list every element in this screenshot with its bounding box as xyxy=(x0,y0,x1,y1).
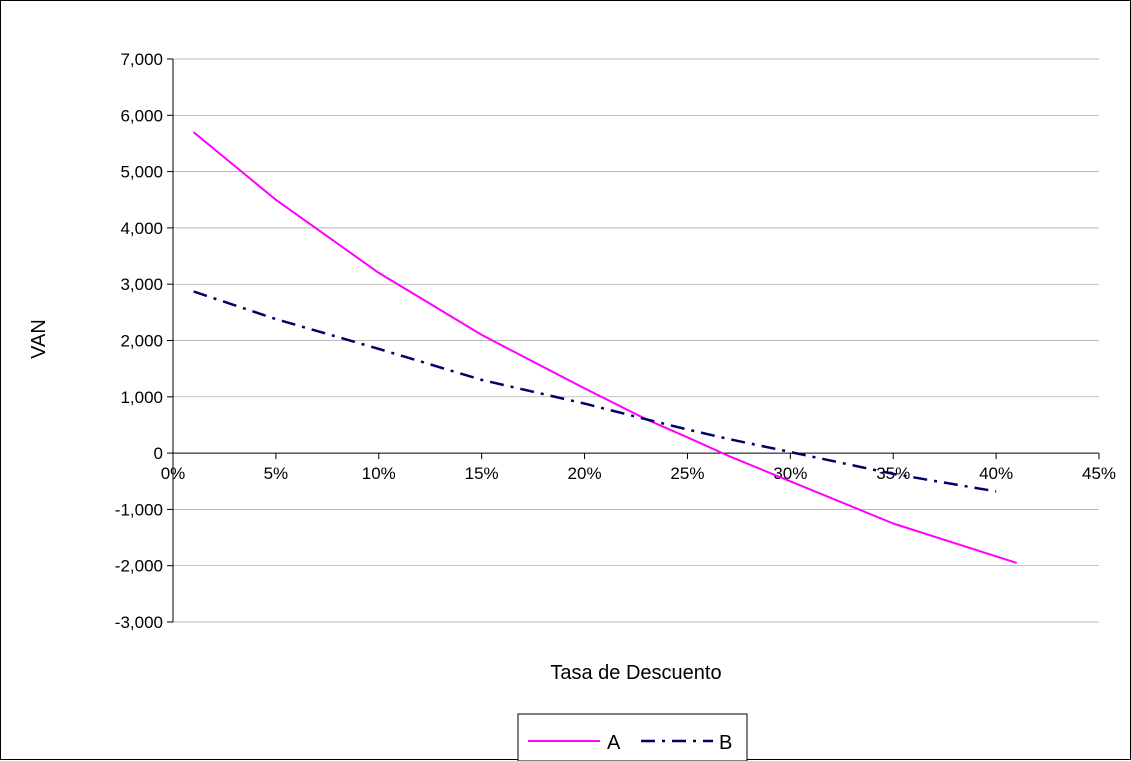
axes xyxy=(167,58,1100,623)
y-axis-title: VAN xyxy=(28,319,50,359)
gridlines xyxy=(173,58,1099,623)
y-tick-label: 5,000 xyxy=(120,163,163,182)
legend-label-b: B xyxy=(719,732,732,754)
y-tick-label: 4,000 xyxy=(120,219,163,238)
legend: A B xyxy=(517,713,748,761)
series-line-b xyxy=(193,290,997,493)
x-tick-label: 10% xyxy=(362,464,396,483)
x-tick-label: 45% xyxy=(1082,464,1116,483)
y-tick-label: -2,000 xyxy=(115,557,163,576)
y-tick-labels: -3,000 -2,000 -1,000 0 1,000 2,000 3,000 4,000 5… xyxy=(115,50,163,632)
x-tick-labels: 0% 5% 10% 15% 20% 25% 30% 35% 40% 45% xyxy=(161,464,1116,483)
y-tick-label: 2,000 xyxy=(120,332,163,351)
legend-box xyxy=(517,713,748,761)
x-tick-label: 15% xyxy=(465,464,499,483)
y-tick-label: 7,000 xyxy=(120,50,163,69)
y-tick-label: -3,000 xyxy=(115,613,163,632)
y-tick-label: 3,000 xyxy=(120,275,163,294)
y-tick-label: 0 xyxy=(154,444,163,463)
y-tick-label: -1,000 xyxy=(115,500,163,519)
x-tick-label: 0% xyxy=(161,464,186,483)
x-tick-label: 40% xyxy=(979,464,1013,483)
x-tick-label: 20% xyxy=(568,464,602,483)
legend-label-a: A xyxy=(607,732,621,754)
y-tick-label: 6,000 xyxy=(120,106,163,125)
x-axis-title: Tasa de Descuento xyxy=(550,662,721,684)
series-line-a xyxy=(192,131,1018,564)
x-tick-label: 5% xyxy=(264,464,289,483)
y-tick-label: 1,000 xyxy=(120,388,163,407)
x-tick-label: 25% xyxy=(670,464,704,483)
series-lines xyxy=(192,131,1018,564)
